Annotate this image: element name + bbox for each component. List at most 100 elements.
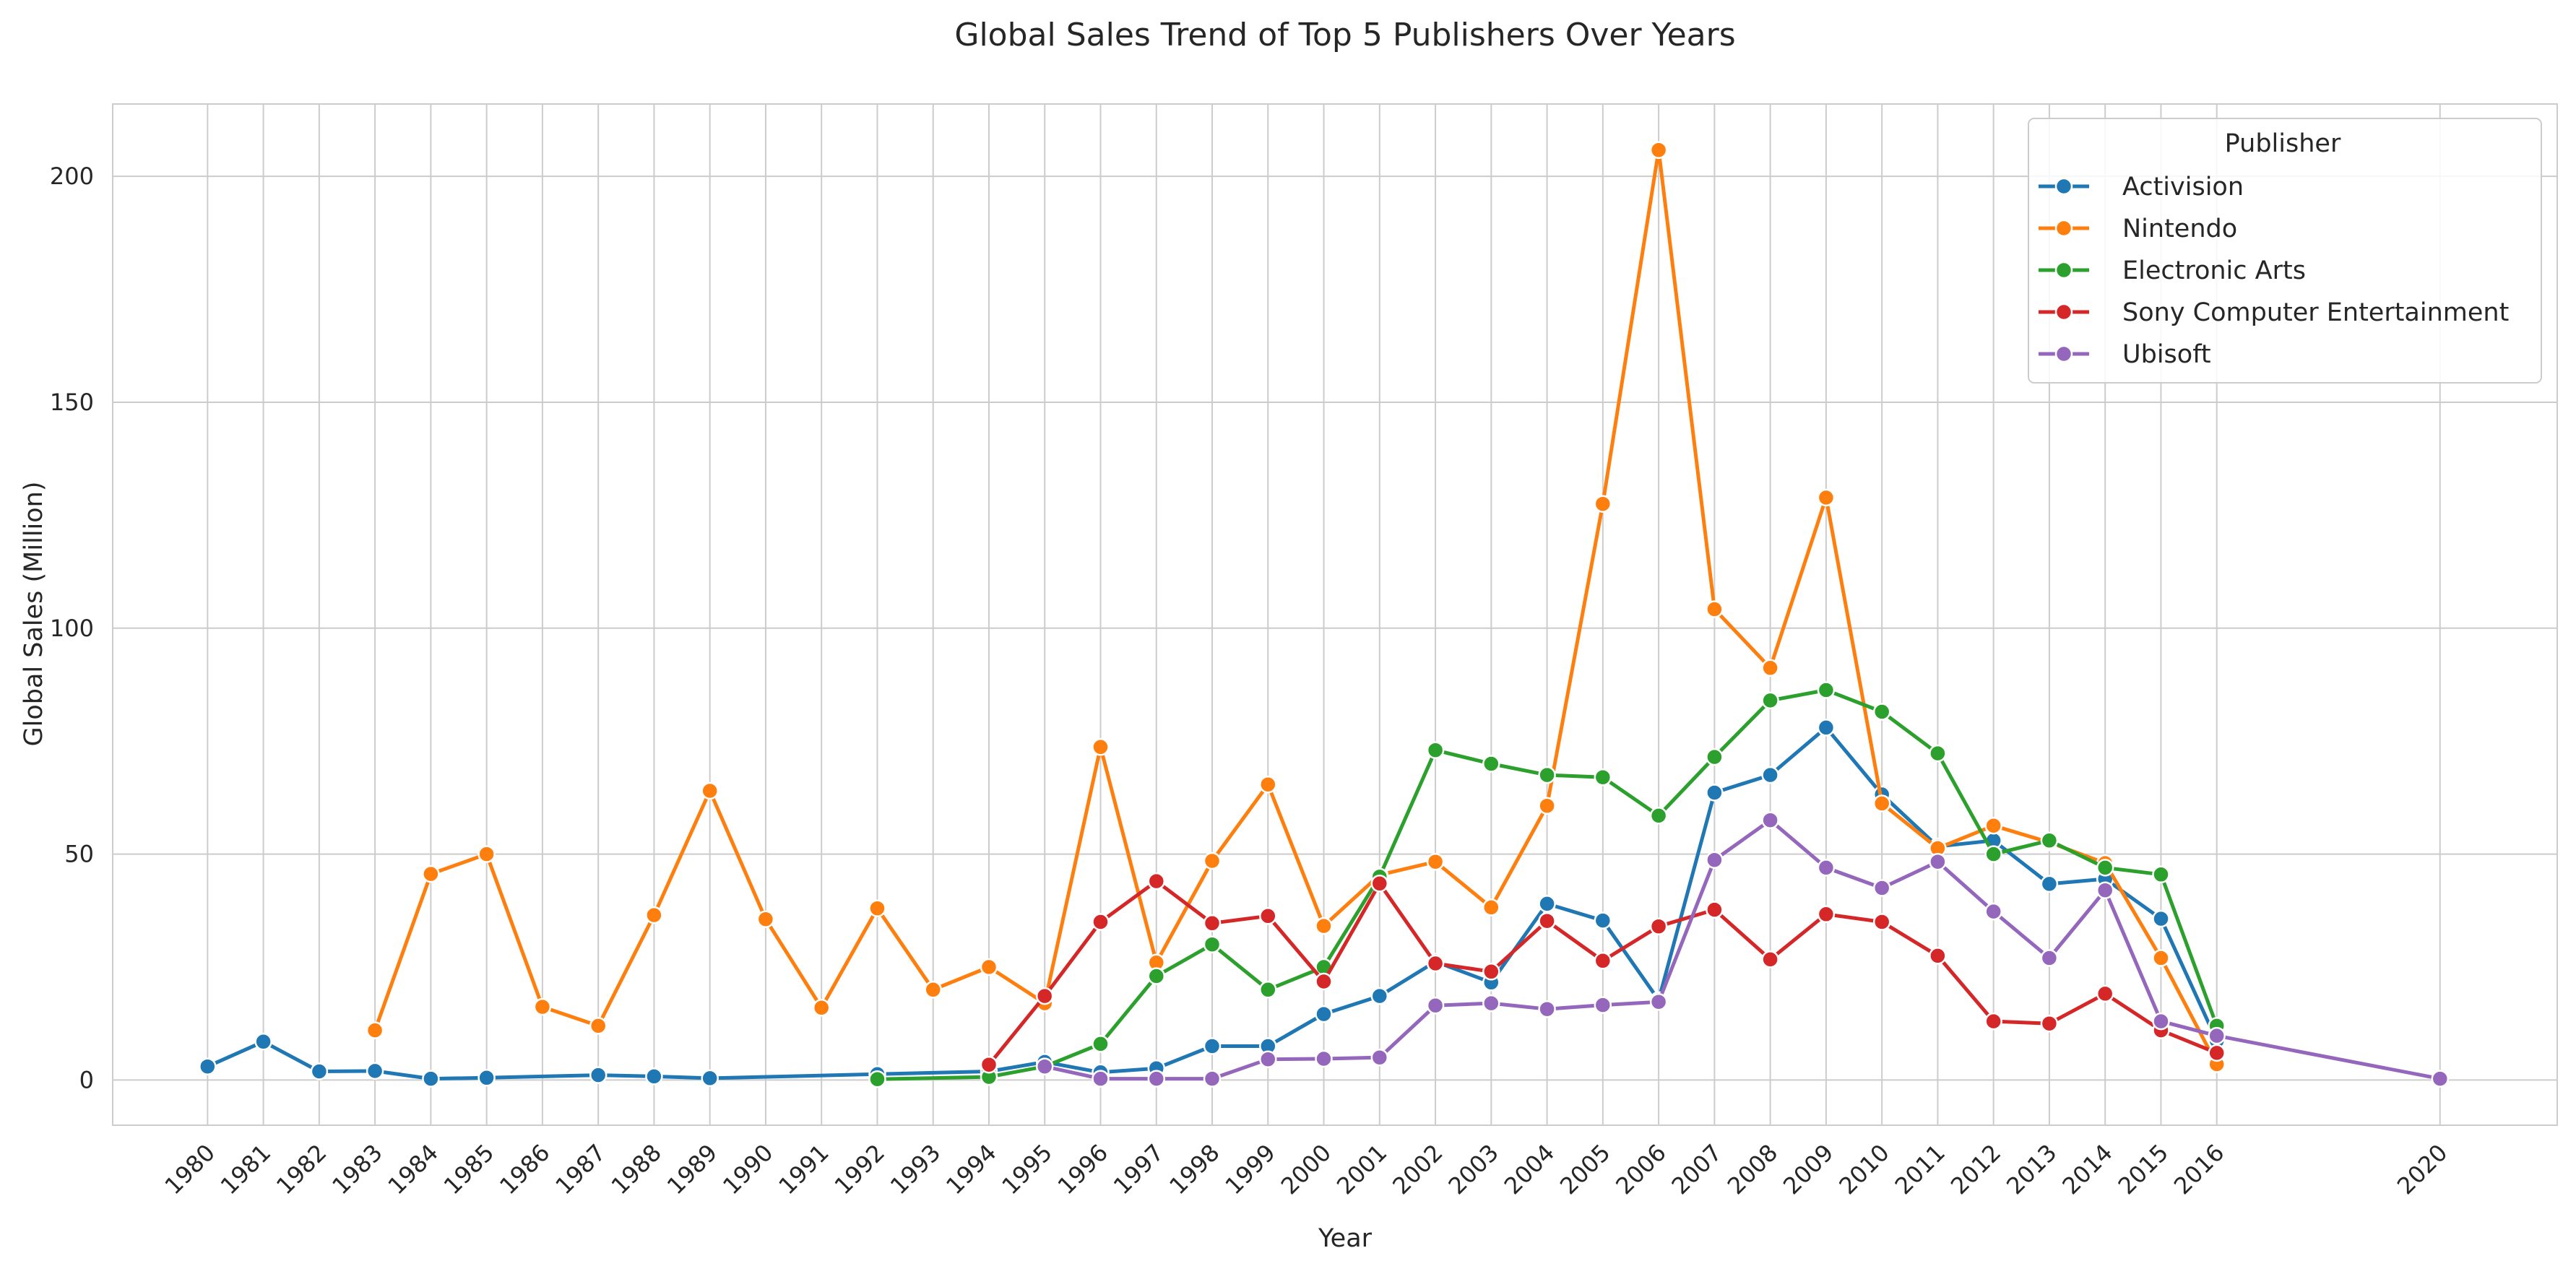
data-point	[1706, 851, 1724, 869]
data-point	[1482, 994, 1500, 1013]
legend-label: Sony Computer Entertainment	[2122, 298, 2509, 327]
data-point	[1482, 963, 1500, 981]
data-point	[2040, 875, 2059, 893]
data-point	[1706, 748, 1724, 766]
legend-entry-activision: Activision	[2039, 173, 2244, 202]
legend-marker	[2054, 344, 2073, 363]
y-tick-label: 100	[50, 615, 94, 642]
data-point	[1259, 907, 1277, 925]
data-point	[2152, 865, 2170, 884]
data-point	[1649, 992, 1668, 1011]
legend-marker	[2054, 177, 2073, 196]
data-point	[1761, 811, 1779, 829]
data-point	[1147, 1070, 1166, 1088]
data-point	[1706, 784, 1724, 802]
data-point	[1315, 1049, 1333, 1068]
plot-area-frame	[112, 103, 2558, 1126]
data-point	[1315, 1005, 1333, 1023]
data-point	[812, 999, 831, 1017]
data-point	[1984, 816, 2002, 835]
data-point	[1594, 768, 1612, 786]
data-point	[199, 1057, 217, 1075]
data-point	[2208, 1026, 2226, 1045]
data-point	[1426, 852, 1445, 871]
legend-box	[2028, 118, 2542, 384]
legend-marker	[2054, 261, 2073, 280]
data-point	[477, 845, 496, 863]
data-point	[2096, 859, 2114, 877]
data-point	[645, 1067, 663, 1086]
series-ubisoft	[1035, 811, 2450, 1088]
data-point	[254, 1033, 272, 1051]
data-point	[1035, 987, 1054, 1005]
data-point	[1817, 681, 1836, 699]
data-point	[2040, 949, 2059, 967]
data-point	[1872, 879, 1891, 897]
data-point	[1761, 691, 1779, 710]
legend-entry-electronic-arts: Electronic Arts	[2039, 256, 2306, 285]
data-point	[1872, 794, 1891, 812]
data-point	[1817, 905, 1836, 924]
data-point	[2040, 831, 2059, 850]
data-point	[1147, 872, 1166, 890]
data-point	[1092, 1070, 1110, 1088]
data-point	[980, 958, 998, 976]
y-tick-label: 200	[50, 162, 94, 190]
data-point	[1649, 807, 1668, 825]
data-point	[1929, 947, 1947, 965]
data-point	[1370, 875, 1389, 893]
legend-label: Ubisoft	[2122, 340, 2211, 369]
data-point	[701, 1069, 719, 1088]
data-point	[589, 1017, 608, 1035]
data-point	[1426, 996, 1445, 1015]
data-point	[1426, 954, 1445, 973]
data-point	[1761, 766, 1779, 784]
legend-entries: Activision Nintendo Electronic Arts Sony Co…	[2039, 173, 2509, 369]
data-point	[1092, 913, 1110, 931]
data-point	[422, 864, 440, 883]
data-point	[1203, 914, 1222, 932]
data-point	[2431, 1070, 2450, 1088]
legend: Publisher Activision Nintendo Electronic A…	[2028, 118, 2542, 384]
data-point	[1259, 775, 1277, 794]
data-point	[1203, 1070, 1222, 1088]
data-point	[1706, 600, 1724, 618]
data-point	[1817, 488, 1836, 507]
data-point	[477, 1069, 496, 1087]
data-point	[1649, 917, 1668, 935]
data-point	[1761, 659, 1779, 677]
y-axis-ticks: 0 50 100 150 200	[50, 162, 94, 1093]
legend-label: Electronic Arts	[2122, 256, 2306, 285]
data-point	[1538, 911, 1556, 930]
y-tick-label: 50	[64, 841, 94, 868]
data-point	[1315, 972, 1333, 991]
data-point	[422, 1070, 440, 1088]
data-point	[1482, 755, 1500, 773]
data-point	[1594, 911, 1612, 930]
data-point	[1259, 1050, 1277, 1068]
series-sony-computer-entertainment	[980, 872, 2226, 1074]
data-point	[1203, 1037, 1222, 1055]
data-point	[1203, 852, 1222, 870]
data-point	[366, 1021, 384, 1039]
data-point	[868, 899, 886, 917]
data-point	[1929, 852, 1947, 871]
data-point	[645, 906, 663, 924]
data-point	[1817, 859, 1836, 877]
data-point	[533, 997, 552, 1016]
data-point	[1929, 744, 1947, 763]
data-point	[1315, 916, 1333, 935]
series-layer	[199, 141, 2450, 1088]
data-point	[1538, 797, 1556, 815]
data-point	[1203, 935, 1222, 953]
data-point	[1984, 1012, 2002, 1031]
data-point	[2096, 984, 2114, 1003]
data-point	[1370, 987, 1389, 1005]
data-point	[1259, 981, 1277, 999]
legend-entry-sony-computer-entertainment: Sony Computer Entertainment	[2039, 298, 2509, 327]
data-point	[1035, 1057, 1054, 1075]
data-point	[1984, 902, 2002, 921]
data-point	[1482, 898, 1500, 916]
data-point	[1538, 1000, 1556, 1018]
